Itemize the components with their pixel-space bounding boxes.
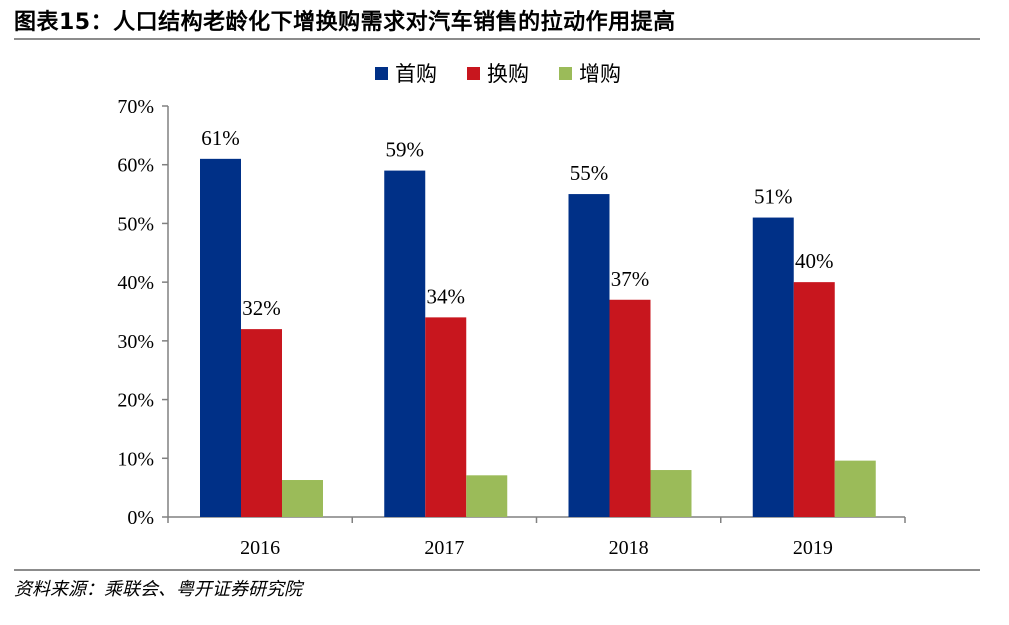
legend-swatch <box>467 67 480 80</box>
title-divider <box>14 38 980 40</box>
bar <box>384 170 426 518</box>
y-tick-label: 30% <box>117 331 154 353</box>
bar <box>752 217 794 518</box>
y-tick-label: 0% <box>127 507 154 529</box>
y-tick-label: 70% <box>117 96 154 118</box>
y-tick-label: 40% <box>117 272 154 294</box>
legend-swatch <box>375 67 388 80</box>
legend-label: 首购 <box>395 62 437 86</box>
data-label: 55% <box>570 161 609 185</box>
y-tick-label: 10% <box>117 448 154 470</box>
bar <box>793 282 835 517</box>
x-tick-label: 2018 <box>609 537 649 559</box>
source-divider <box>14 569 980 571</box>
data-label: 61% <box>201 126 240 150</box>
y-axis: 0% 10% 20% 30% 40% 50% 60% 70% <box>117 96 169 529</box>
y-tick-label: 20% <box>117 390 154 412</box>
legend-swatch <box>559 67 572 80</box>
bars <box>200 158 876 518</box>
bar <box>425 317 467 517</box>
chart-legend: 首购 换购 增购 <box>375 62 621 86</box>
legend-label: 换购 <box>487 62 529 86</box>
x-axis: 2016 2017 2018 2019 <box>167 516 906 559</box>
bar <box>466 475 508 517</box>
x-tick-label: 2017 <box>424 537 464 559</box>
data-labels: 61% 32% 59% 34% 55% 37% 51% 40% <box>201 126 833 320</box>
data-label: 32% <box>242 296 281 320</box>
x-tick-label: 2016 <box>240 537 280 559</box>
x-tick-label: 2019 <box>793 537 833 559</box>
source-note: 资料来源：乘联会、粤开证券研究院 <box>14 579 302 600</box>
bar <box>609 299 651 517</box>
bar <box>568 194 610 518</box>
bar <box>200 158 241 518</box>
data-label: 34% <box>427 284 466 308</box>
data-label: 37% <box>611 267 650 291</box>
data-label: 59% <box>386 138 425 162</box>
data-label: 51% <box>754 185 793 209</box>
data-label: 40% <box>795 249 834 273</box>
y-tick-label: 60% <box>117 155 154 177</box>
bar <box>650 470 692 517</box>
figure-title: 图表15：人口结构老龄化下增换购需求对汽车销售的拉动作用提高 <box>14 10 676 35</box>
bar <box>834 460 876 517</box>
legend-label: 增购 <box>579 62 621 86</box>
bar <box>241 329 282 517</box>
y-tick-label: 50% <box>117 213 154 235</box>
bar <box>282 480 323 517</box>
